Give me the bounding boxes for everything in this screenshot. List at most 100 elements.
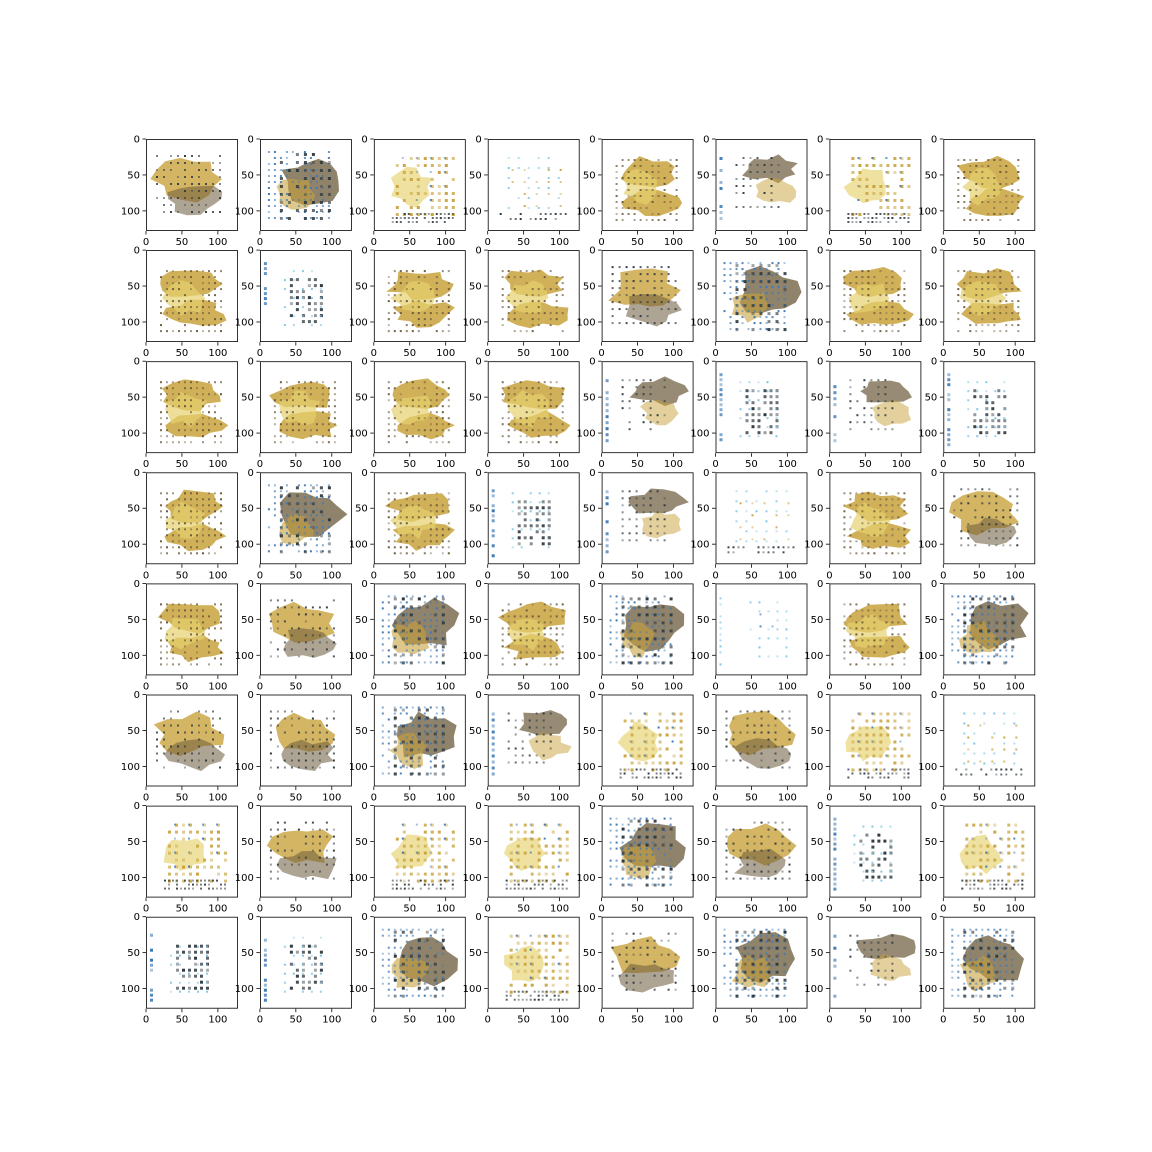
sample-speckle	[214, 411, 216, 414]
axes-frame	[601, 694, 694, 787]
sample-speckle	[172, 609, 174, 612]
sample-speckle	[163, 176, 165, 178]
sample-speckle	[441, 417, 444, 420]
sample-speckle	[644, 712, 648, 716]
sample-speckle	[444, 171, 448, 174]
sample-speckle	[447, 217, 450, 219]
sample-speckle	[957, 637, 960, 640]
sample-speckle	[875, 772, 878, 775]
sample-speckle	[751, 407, 755, 411]
sample-speckle	[507, 627, 510, 630]
sample-speckle	[433, 732, 437, 736]
sample-speckle	[849, 639, 852, 642]
sample-speckle	[447, 288, 450, 291]
sample-speckle	[765, 268, 768, 271]
sample-speckle	[873, 651, 876, 654]
sample-speckle	[208, 294, 210, 297]
sample-speckle	[642, 532, 645, 535]
sample-speckle	[184, 766, 186, 769]
sample-speckle	[399, 510, 402, 513]
sample-speckle	[555, 318, 558, 321]
sample-speckle	[190, 627, 192, 630]
sample-speckle	[885, 540, 888, 543]
y-tick-label: 0	[931, 357, 937, 368]
sample-speckle	[861, 498, 864, 501]
sample-speckle	[405, 643, 408, 646]
sample-speckle	[178, 300, 180, 303]
sample-speckle	[765, 328, 768, 331]
y-tick-label: 0	[248, 135, 254, 146]
sample-speckle	[645, 177, 648, 179]
sample-speckle	[963, 288, 966, 291]
sample-speckle	[202, 387, 204, 390]
sample-speckle	[873, 330, 876, 333]
sample-speckle	[877, 400, 880, 403]
sample-speckle	[883, 217, 886, 219]
sample-speckle	[318, 745, 321, 748]
sample-speckle	[615, 183, 618, 185]
sample-speckle	[849, 294, 852, 297]
sample-speckle	[521, 719, 524, 722]
sample-speckle	[549, 639, 552, 642]
sample-speckle	[893, 754, 897, 758]
sample-speckle	[423, 164, 427, 167]
sample-speckle	[537, 157, 540, 159]
sample-speckle	[423, 399, 426, 402]
sample-speckle	[993, 619, 996, 622]
panel-background	[259, 250, 352, 343]
sample-speckle	[667, 280, 670, 283]
sample-speckle	[429, 730, 432, 733]
sample-speckle	[999, 171, 1002, 173]
x-tick-label: 50	[745, 237, 758, 248]
sample-speckle	[542, 733, 545, 736]
sample-speckle	[166, 621, 168, 624]
sample-speckle	[182, 830, 185, 834]
sample-speckle	[172, 393, 174, 396]
sample-speckle	[315, 211, 318, 213]
sample-speckle	[212, 731, 214, 734]
y-tick-label: 100	[349, 651, 368, 662]
sample-speckle	[208, 300, 210, 303]
sample-speckle	[756, 178, 759, 180]
sample-speckle	[549, 429, 552, 432]
sample-speckle	[763, 389, 767, 393]
sample-speckle	[659, 768, 662, 771]
sample-speckle	[969, 661, 972, 664]
sample-speckle	[198, 710, 200, 713]
sample-speckle	[166, 387, 168, 390]
sample-speckle	[631, 776, 634, 779]
sample-speckle	[172, 528, 174, 531]
sample-speckle	[1005, 625, 1008, 628]
sample-speckle	[214, 282, 216, 285]
sample-speckle	[214, 435, 216, 438]
sample-speckle	[441, 764, 445, 768]
sample-speckle	[507, 270, 510, 273]
sample-speckle	[561, 276, 564, 279]
sample-speckle	[507, 405, 510, 408]
sample-speckle	[963, 300, 966, 303]
sample-speckle	[529, 510, 532, 513]
sample-speckle	[327, 518, 331, 522]
sample-speckle	[749, 601, 752, 604]
sample-speckle	[969, 613, 972, 616]
sample-speckle	[725, 710, 728, 713]
sample-speckle	[387, 318, 390, 321]
sample-speckle	[423, 157, 427, 160]
sample-speckle	[517, 157, 520, 159]
sample-speckle	[777, 292, 780, 295]
sample-image	[267, 484, 348, 554]
sample-speckle	[957, 183, 960, 185]
sample-speckle	[182, 823, 185, 827]
sample-speckle	[628, 497, 631, 500]
sample-image	[390, 157, 455, 223]
sample-speckle	[529, 528, 532, 531]
sample-speckle	[166, 381, 168, 384]
x-tick-label: 100	[322, 570, 341, 581]
sample-speckle	[649, 497, 652, 500]
sample-speckle	[381, 706, 384, 709]
sample-speckle	[318, 627, 321, 630]
sample-speckle	[191, 211, 193, 213]
sample-speckle	[435, 381, 438, 384]
sample-speckle	[439, 217, 442, 219]
